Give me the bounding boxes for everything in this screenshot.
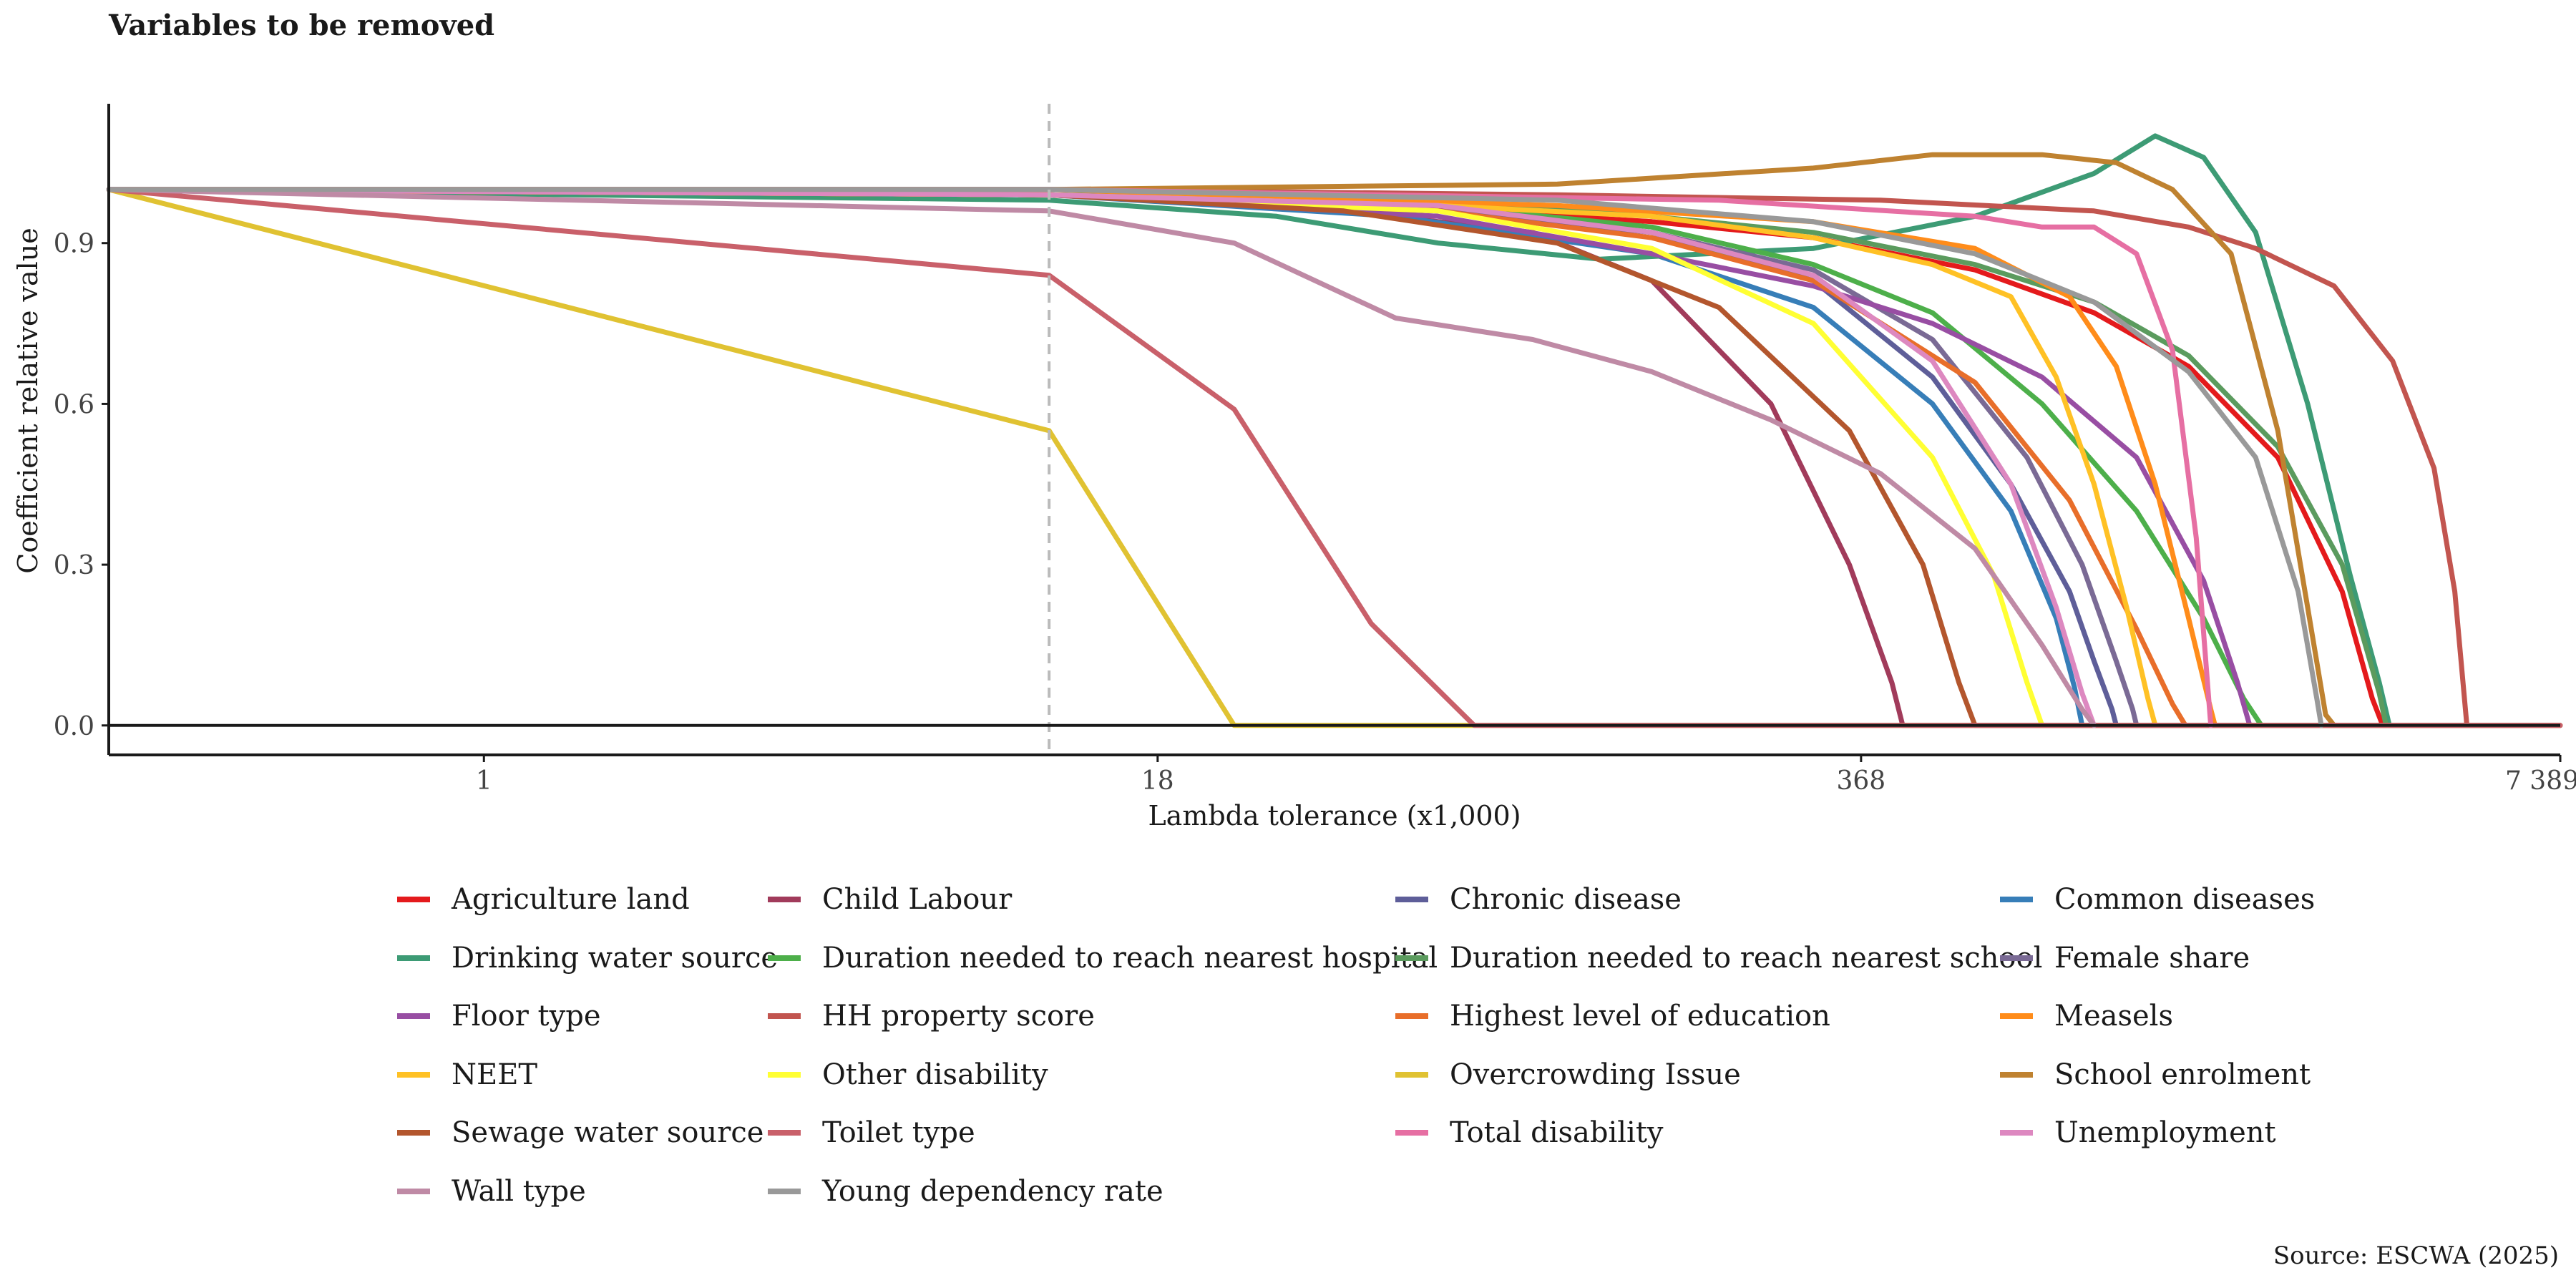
legend-swatch [2000,1130,2033,1136]
series-line-measels [106,187,2218,728]
legend-swatch [1395,1071,1428,1078]
legend-label: Duration needed to reach nearest hospita… [822,941,1438,975]
legend-label: Agriculture land [452,883,690,916]
legend-item-overcrowding-issue: Overcrowding Issue [1395,1050,1741,1100]
legend-label: NEET [452,1058,538,1091]
legend-swatch [1395,897,1428,902]
legend-item-highest-level-of-education: Highest level of education [1395,991,1830,1041]
legend-item-toilet-type: Toilet type [768,1108,975,1158]
legend-label: Common diseases [2054,883,2316,916]
legend-swatch [1395,955,1428,961]
x-tick-label: 18 [1141,766,1174,796]
legend-item-duration-needed-to-reach-nearest-hospital: Duration needed to reach nearest hospita… [768,933,1438,983]
legend-swatch [768,1071,801,1078]
legend-label: Child Labour [822,883,1013,916]
legend-swatch [768,1130,801,1136]
legend-item-duration-needed-to-reach-nearest-school: Duration needed to reach nearest school [1395,933,2042,983]
legend-swatch [397,897,430,902]
series-line-overcrowding-issue [106,187,2563,728]
series-line-drinking-water-source [106,133,2392,728]
legend-swatch [768,1013,801,1020]
y-axis-label: Coefficient relative value [12,228,44,574]
legend-swatch [2000,1013,2033,1020]
legend-item-total-disability: Total disability [1395,1108,1664,1158]
legend-swatch [768,955,801,961]
legend-item-other-disability: Other disability [768,1050,1048,1100]
legend-label: Overcrowding Issue [1450,1058,1741,1091]
legend-item-hh-property-score: HH property score [768,991,1095,1041]
legend-item-female-share: Female share [2000,933,2250,983]
legend-swatch [768,897,801,902]
x-tick-label: 1 [476,766,492,796]
legend-label: Duration needed to reach nearest school [1450,941,2043,975]
legend-label: Total disability [1450,1116,1664,1150]
legend-item-unemployment: Unemployment [2000,1108,2276,1158]
x-tick-label: 368 [1836,766,1885,796]
legend-item-child-labour: Child Labour [768,874,1012,924]
chart-title: Variables to be removed [109,9,495,42]
legend-label: School enrolment [2054,1058,2311,1091]
series-line-unemployment [106,187,2097,728]
legend-item-chronic-disease: Chronic disease [1395,874,1682,924]
legend-label: Young dependency rate [822,1175,1163,1208]
legend-item-sewage-water-source: Sewage water source [397,1108,763,1158]
series-line-toilet-type [106,187,2563,728]
legend-item-wall-type: Wall type [397,1166,586,1216]
legend-swatch [2000,955,2033,961]
legend-item-school-enrolment: School enrolment [2000,1050,2311,1100]
legend-label: Sewage water source [452,1116,764,1150]
y-tick-label: 0.0 [54,712,94,741]
series-line-child-labour [106,187,2563,728]
legend-swatch [768,1189,801,1194]
legend-item-neet: NEET [397,1050,537,1100]
legend-label: HH property score [822,1000,1095,1033]
legend-swatch [2000,1071,2033,1078]
legend-label: Unemployment [2054,1116,2276,1150]
legend-label: Toilet type [822,1116,975,1150]
x-axis-label: Lambda tolerance (x1,000) [1148,800,1521,831]
legend-swatch [2000,897,2033,902]
series-line-young-dependency-rate [106,187,2324,728]
legend-item-common-diseases: Common diseases [2000,874,2315,924]
x-tick-label: 7 389 [2505,766,2576,796]
legend-label: Female share [2054,941,2250,975]
legend-swatch [1395,1013,1428,1020]
line-chart: 0.0 0.3 0.6 0.9 1 18 368 7 389 Lambda tolerance… [12,104,2576,831]
y-tick-label: 0.3 [54,551,94,580]
legend-swatch [1395,1130,1428,1136]
y-tick-label: 0.6 [54,390,94,419]
legend-swatch [397,1189,430,1194]
legend-item-agriculture-land: Agriculture land [397,874,690,924]
legend-label: Highest level of education [1450,1000,1830,1033]
legend-label: Drinking water source [452,941,779,975]
legend-swatch [397,1130,430,1136]
legend-item-young-dependency-rate: Young dependency rate [768,1166,1163,1216]
legend-item-measels: Measels [2000,991,2173,1041]
legend-swatch [397,955,430,961]
legend-swatch [397,1071,430,1078]
series-line-wall-type [106,187,2097,728]
legend-label: Wall type [452,1175,586,1208]
legend-item-drinking-water-source: Drinking water source [397,933,778,983]
series-line-sewage-water-source [106,187,2563,728]
series-line-other-disability [106,187,2045,728]
legend-label: Floor type [452,1000,601,1033]
legend-swatch [397,1013,430,1020]
legend-label: Measels [2054,1000,2173,1033]
legend-label: Other disability [822,1058,1048,1091]
legend-item-floor-type: Floor type [397,991,601,1041]
legend-label: Chronic disease [1450,883,1682,916]
source-note: Source: ESCWA (2025) [2273,1241,2559,1270]
series-line-school-enrolment [106,152,2337,728]
y-tick-label: 0.9 [54,230,94,259]
